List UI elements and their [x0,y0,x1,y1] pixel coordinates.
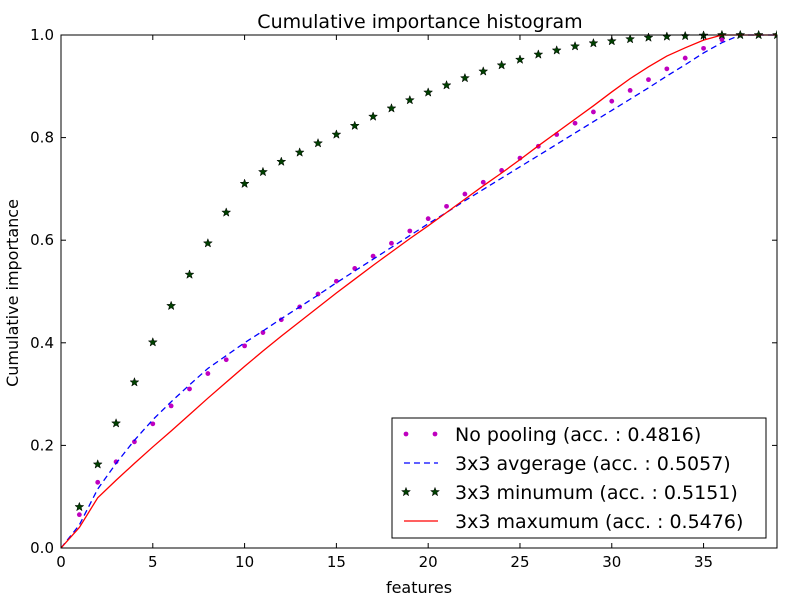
series-2-point-26 [551,45,562,55]
legend: No pooling (acc. : 0.4816) 3x3 avgerage (… [391,417,767,539]
legend-label-2: 3x3 minumum (acc. : 0.5151) [455,482,738,504]
legend-marker-0-a [403,431,409,437]
x-tick-label-1: 5 [148,553,158,571]
series-2-point-12 [294,147,305,157]
series-0-point-30 [627,88,633,93]
legend-box [391,417,767,539]
y-tick-label-3: 0.6 [30,231,54,249]
series-2-point-0 [74,501,85,512]
series-2-point-15 [349,120,360,131]
series-line-3 [61,34,777,549]
series-0-point-10 [260,330,266,335]
series-2-point-9 [239,178,250,189]
x-tick-label-7: 35 [694,553,713,571]
series-0-point-18 [407,228,413,234]
legend-label-3: 3x3 maxumum (acc. : 0.5476) [455,511,743,533]
series-0-point-28 [591,109,596,115]
y-tick-label-4: 0.8 [30,129,54,147]
x-tick-label-2: 10 [235,553,254,571]
series-0-point-16 [370,253,376,259]
x-axis-title: features [386,578,452,597]
series-0-point-9 [242,343,247,349]
legend-marker-2-a [400,486,412,497]
series-2-point-17 [386,103,397,113]
y-tick-label-0: 0.0 [30,539,54,557]
series-0-point-8 [223,357,229,363]
x-tick-label-0: 0 [56,553,66,571]
y-axis-title: Cumulative importance [3,199,22,387]
legend-marker-2-b [429,486,441,497]
series-0-point-17 [389,240,394,246]
series-0-point-29 [609,98,615,104]
series-2-point-24 [514,54,526,64]
series-0-point-19 [425,216,431,222]
series-0-point-32 [664,66,670,72]
legend-label-1: 3x3 avgerage (acc. : 0.5057) [455,453,731,475]
legend-label-0: No pooling (acc. : 0.4816) [455,424,701,446]
y-tick-label-1: 0.2 [30,436,54,454]
series-2-point-29 [606,35,617,46]
series-0-point-1 [95,479,101,485]
series-0-point-21 [462,191,468,197]
series-2-point-7 [202,237,213,248]
series-2-point-11 [276,156,287,167]
series-0-point-5 [168,403,174,409]
plot-border [60,34,778,549]
series-2-point-3 [129,376,140,387]
chart-title: Cumulative importance histogram [257,11,582,33]
series-0-point-20 [444,203,449,209]
series-2-point-30 [625,33,636,44]
legend-marker-0-b [432,431,438,437]
x-tick-label-5: 25 [510,553,529,571]
series-2-point-31 [643,32,654,42]
series-2-point-20 [441,79,452,90]
series-2-point-25 [533,49,544,59]
series-2-point-2 [111,418,122,428]
series-2-point-14 [331,129,342,139]
series-2-point-28 [588,37,599,48]
series-0-point-7 [205,371,211,376]
series-0-point-34 [701,45,706,51]
series-2-point-8 [221,207,232,217]
series-2-point-1 [92,459,103,469]
series-0-point-31 [646,77,651,83]
series-2-point-16 [368,111,379,121]
series-0-point-33 [682,55,688,61]
series-2-point-6 [184,269,195,279]
series-2-point-13 [312,137,324,148]
series-0-point-14 [333,278,339,284]
x-tick-label-6: 30 [602,553,621,571]
series-0-point-6 [187,386,192,392]
series-layer [61,29,777,549]
series-2-point-10 [257,166,269,177]
series-0-point-3 [132,439,137,445]
y-tick-label-2: 0.4 [30,334,54,352]
x-tick-label-4: 20 [419,553,438,571]
x-tick-label-3: 15 [327,553,346,571]
y-tick-label-5: 1.0 [30,26,54,44]
series-2-point-18 [404,94,415,105]
series-0-point-35 [719,37,725,43]
series-0-point-2 [113,459,119,465]
series-2-point-27 [569,40,581,51]
series-2-point-23 [496,59,507,70]
series-2-point-4 [147,336,158,347]
series-2-point-21 [459,72,470,83]
series-2-point-5 [166,300,177,311]
series-0-point-4 [150,421,156,427]
series-0-point-27 [572,120,578,126]
axis-ticks: 0 5 10 15 20 25 30 35 0.0 0.2 0.4 0.6 0.8 1.0 [30,26,777,571]
series-2-point-22 [478,66,489,76]
series-2-point-19 [423,87,434,97]
series-0-point-22 [480,179,486,185]
plot-frame [60,34,778,549]
series-0-point-0 [76,512,82,518]
